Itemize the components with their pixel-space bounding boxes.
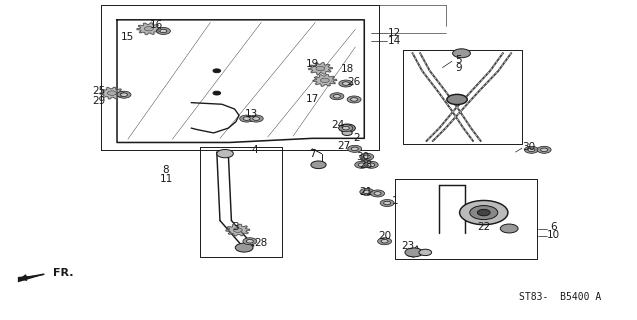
Circle shape [405, 248, 423, 257]
Circle shape [243, 117, 250, 120]
Text: 5: 5 [455, 55, 462, 65]
Text: 27: 27 [338, 141, 350, 151]
Circle shape [528, 148, 535, 152]
Circle shape [217, 149, 233, 158]
Circle shape [235, 243, 253, 252]
Text: 30: 30 [522, 142, 535, 152]
Circle shape [316, 66, 325, 71]
Text: 28: 28 [359, 160, 373, 170]
Circle shape [350, 98, 357, 101]
Circle shape [342, 130, 352, 135]
Circle shape [383, 201, 390, 205]
Polygon shape [137, 23, 161, 35]
Circle shape [249, 115, 263, 122]
Text: 18: 18 [341, 64, 354, 74]
Circle shape [371, 190, 385, 197]
Circle shape [233, 228, 242, 232]
Circle shape [363, 190, 370, 194]
Polygon shape [100, 87, 124, 99]
Circle shape [419, 249, 432, 256]
Text: 13: 13 [245, 109, 259, 119]
Text: 6: 6 [550, 222, 557, 232]
Text: 20: 20 [378, 231, 392, 242]
Circle shape [364, 161, 378, 168]
Text: 19: 19 [306, 60, 318, 69]
Circle shape [120, 93, 127, 96]
Circle shape [381, 239, 388, 243]
Text: 26: 26 [347, 77, 360, 87]
Circle shape [339, 124, 355, 132]
Circle shape [477, 209, 490, 216]
Circle shape [117, 91, 131, 98]
Circle shape [157, 28, 171, 35]
Text: 4: 4 [252, 146, 258, 156]
Text: 24: 24 [331, 120, 344, 130]
Circle shape [380, 199, 394, 206]
Circle shape [537, 146, 551, 153]
Circle shape [339, 124, 353, 132]
Text: ST83-  B5400 A: ST83- B5400 A [519, 292, 601, 302]
Text: 2: 2 [354, 133, 360, 143]
Circle shape [347, 96, 361, 103]
Circle shape [360, 188, 374, 196]
Circle shape [378, 238, 392, 245]
Circle shape [355, 161, 369, 168]
Circle shape [360, 153, 374, 160]
Circle shape [447, 94, 467, 105]
Circle shape [213, 91, 220, 95]
Polygon shape [226, 224, 250, 236]
Text: 1: 1 [392, 196, 398, 206]
Circle shape [253, 117, 260, 120]
Circle shape [108, 91, 117, 95]
Circle shape [243, 238, 257, 245]
Circle shape [320, 78, 329, 83]
Text: 17: 17 [306, 94, 318, 104]
Text: 28: 28 [255, 238, 268, 248]
Text: 23: 23 [401, 241, 414, 251]
Text: 11: 11 [159, 174, 173, 184]
Polygon shape [313, 75, 337, 86]
Circle shape [351, 147, 358, 151]
Polygon shape [18, 275, 44, 282]
Circle shape [374, 192, 381, 195]
Circle shape [368, 163, 375, 166]
Circle shape [213, 69, 220, 73]
Circle shape [460, 200, 508, 225]
Circle shape [330, 93, 344, 100]
Circle shape [240, 115, 254, 122]
Circle shape [453, 49, 470, 58]
Text: 7: 7 [309, 148, 315, 159]
Circle shape [358, 163, 365, 166]
Text: 29: 29 [92, 96, 106, 106]
Circle shape [541, 148, 548, 152]
Circle shape [160, 29, 167, 33]
Text: 9: 9 [455, 63, 462, 73]
Circle shape [333, 94, 340, 98]
Text: 15: 15 [121, 32, 134, 42]
Text: 16: 16 [150, 20, 163, 29]
Circle shape [524, 146, 538, 153]
Circle shape [145, 27, 154, 31]
Circle shape [342, 82, 349, 85]
Text: 30: 30 [357, 152, 369, 162]
Circle shape [500, 224, 518, 233]
Text: 10: 10 [547, 230, 560, 240]
Circle shape [363, 155, 370, 159]
Text: 3: 3 [233, 222, 239, 232]
Circle shape [342, 126, 349, 130]
Text: 8: 8 [162, 164, 169, 174]
Circle shape [348, 145, 362, 152]
Text: FR.: FR. [54, 268, 74, 278]
Text: 22: 22 [477, 222, 490, 232]
Text: 21: 21 [359, 187, 373, 197]
Text: 14: 14 [388, 36, 401, 45]
Text: 25: 25 [92, 86, 106, 97]
Circle shape [339, 80, 353, 87]
Circle shape [469, 205, 497, 220]
Circle shape [247, 239, 254, 243]
Polygon shape [308, 63, 333, 75]
Circle shape [311, 161, 326, 169]
Text: 12: 12 [388, 28, 401, 37]
